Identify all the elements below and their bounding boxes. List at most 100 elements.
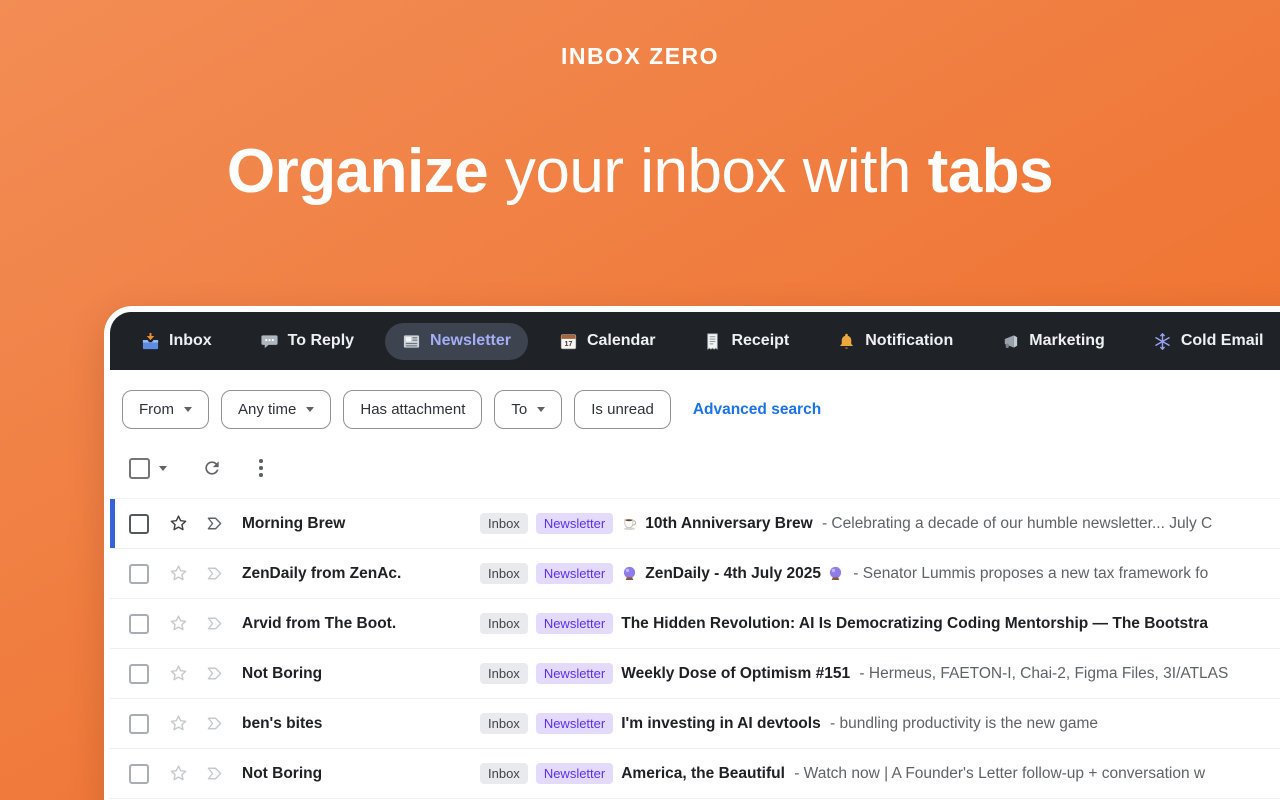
label-badge-inbox[interactable]: Inbox [480, 713, 528, 734]
email-subject: I'm investing in AI devtools [621, 714, 821, 732]
calendar-icon: 17 [559, 332, 578, 351]
email-client-window: Inbox To Reply Newsletter 17 Calendar Receipt… [104, 306, 1280, 800]
email-snippet: - Senator Lummis proposes a new tax fram… [848, 564, 1209, 582]
email-subject: Weekly Dose of Optimism #151 [621, 664, 851, 682]
row-checkbox[interactable] [129, 613, 149, 634]
tab-inbox[interactable]: Inbox [124, 323, 229, 360]
crystal-ball-icon [827, 565, 844, 582]
subject-line: America, the Beautiful - Watch now | A F… [621, 765, 1280, 783]
sender-name: Not Boring [242, 664, 323, 682]
tab-to-reply[interactable]: To Reply [243, 323, 371, 360]
star-icon[interactable] [168, 563, 189, 584]
row-checkbox[interactable] [129, 513, 149, 534]
tab-notification[interactable]: Notification [820, 323, 970, 360]
email-row[interactable]: Not Boring Inbox Newsletter America, the Be… [110, 749, 1280, 799]
tab-label: Marketing [1029, 332, 1105, 349]
email-subject: The Hidden Revolution: AI Is Democratizi… [621, 614, 1208, 632]
email-row[interactable]: Not Boring Inbox Newsletter Weekly Dose of … [110, 649, 1280, 699]
more-options-icon[interactable] [259, 459, 263, 477]
label-badge-inbox[interactable]: Inbox [480, 563, 528, 584]
filter-chip-label: From [139, 401, 174, 418]
email-snippet: - Celebrating a decade of our humble new… [817, 514, 1213, 532]
advanced-search-link[interactable]: Advanced search [692, 400, 822, 418]
label-badge-newsletter[interactable]: Newsletter [535, 663, 614, 684]
filter-chip-label: To [511, 401, 528, 418]
email-row[interactable]: ben's bites Inbox Newsletter I'm investing … [110, 699, 1280, 749]
star-icon[interactable] [168, 763, 189, 784]
email-subject: America, the Beautiful [621, 764, 785, 782]
tab-label: Receipt [731, 332, 790, 349]
filter-chip-is-unread[interactable]: Is unread [574, 390, 671, 429]
filter-chip-from[interactable]: From [122, 390, 209, 429]
filter-chip-label: Is unread [591, 401, 654, 418]
label-badge-newsletter[interactable]: Newsletter [535, 613, 614, 634]
filter-bar: From Any time Has attachment To Is unread Adv… [110, 370, 1280, 429]
email-row[interactable]: ZenDaily from ZenAc. Inbox Newsletter ZenDa… [110, 549, 1280, 599]
label-badge-inbox[interactable]: Inbox [480, 613, 528, 634]
importance-marker-icon[interactable] [204, 513, 225, 534]
label-badge-newsletter[interactable]: Newsletter [535, 763, 614, 784]
select-all-checkbox[interactable] [129, 457, 150, 479]
crystal-ball-icon [621, 565, 638, 582]
label-badge-newsletter[interactable]: Newsletter [535, 513, 614, 534]
label-badge-newsletter[interactable]: Newsletter [535, 563, 614, 584]
tab-marketing[interactable]: Marketing [984, 323, 1122, 360]
row-checkbox[interactable] [129, 763, 149, 784]
receipt-icon [703, 332, 722, 351]
label-badge-inbox[interactable]: Inbox [480, 663, 528, 684]
tab-cold-email[interactable]: Cold Email [1136, 323, 1280, 360]
sender-name: Arvid from The Boot. [242, 614, 397, 632]
page-title: Organize your inbox with tabs [0, 136, 1280, 207]
megaphone-icon [1001, 332, 1020, 351]
list-toolbar [110, 451, 1280, 485]
importance-marker-icon[interactable] [204, 713, 225, 734]
newspaper-icon [402, 332, 421, 351]
chevron-down-icon [184, 407, 192, 412]
tab-newsletter[interactable]: Newsletter [385, 322, 528, 360]
refresh-icon[interactable] [202, 458, 222, 478]
star-icon[interactable] [168, 663, 189, 684]
star-icon[interactable] [168, 513, 189, 534]
filter-chip-has-attachment[interactable]: Has attachment [343, 390, 483, 429]
sender-name: ZenDaily from ZenAc. [242, 564, 402, 582]
star-icon[interactable] [168, 713, 189, 734]
filter-chip-to[interactable]: To [494, 390, 563, 429]
sender-name: Morning Brew [242, 514, 346, 532]
importance-marker-icon[interactable] [204, 613, 225, 634]
subject-line: Weekly Dose of Optimism #151 - Hermeus, … [621, 665, 1280, 683]
filter-chip-label: Has attachment [360, 401, 466, 418]
heading-middle: your inbox with [488, 137, 928, 206]
filter-chip-label: Any time [238, 401, 297, 418]
label-badge-inbox[interactable]: Inbox [480, 513, 528, 534]
coffee-icon [621, 515, 638, 532]
subject-line: I'm investing in AI devtools - bundling … [621, 715, 1280, 733]
email-subject: 10th Anniversary Brew [645, 514, 813, 532]
label-badge-inbox[interactable]: Inbox [480, 763, 528, 784]
row-checkbox[interactable] [129, 713, 149, 734]
email-row[interactable]: Arvid from The Boot. Inbox Newsletter The H… [110, 599, 1280, 649]
select-dropdown-caret-icon[interactable] [159, 465, 167, 471]
tab-receipt[interactable]: Receipt [686, 323, 806, 360]
tab-calendar[interactable]: 17 Calendar [542, 323, 672, 360]
email-row[interactable]: Morning Brew Inbox Newsletter 10th Annivers… [110, 499, 1280, 549]
row-checkbox[interactable] [129, 663, 149, 684]
sender-name: Not Boring [242, 764, 323, 782]
row-checkbox[interactable] [129, 563, 149, 584]
tab-label: Cold Email [1180, 332, 1264, 349]
tab-bar: Inbox To Reply Newsletter 17 Calendar Receipt… [110, 312, 1280, 370]
label-badge-newsletter[interactable]: Newsletter [535, 713, 614, 734]
importance-marker-icon[interactable] [204, 563, 225, 584]
tab-label: Newsletter [430, 332, 511, 349]
snowflake-icon [1153, 332, 1172, 351]
importance-marker-icon[interactable] [204, 763, 225, 784]
svg-text:17: 17 [565, 340, 573, 348]
speech-bubble-icon [260, 332, 279, 351]
tab-label: Notification [865, 332, 954, 349]
subject-line: The Hidden Revolution: AI Is Democratizi… [621, 615, 1280, 633]
filter-chip-any-time[interactable]: Any time [221, 390, 332, 429]
email-snippet: - Hermeus, FAETON-I, Chai-2, Figma Files… [855, 664, 1229, 682]
sender-name: ben's bites [242, 714, 323, 732]
star-icon[interactable] [168, 613, 189, 634]
importance-marker-icon[interactable] [204, 663, 225, 684]
